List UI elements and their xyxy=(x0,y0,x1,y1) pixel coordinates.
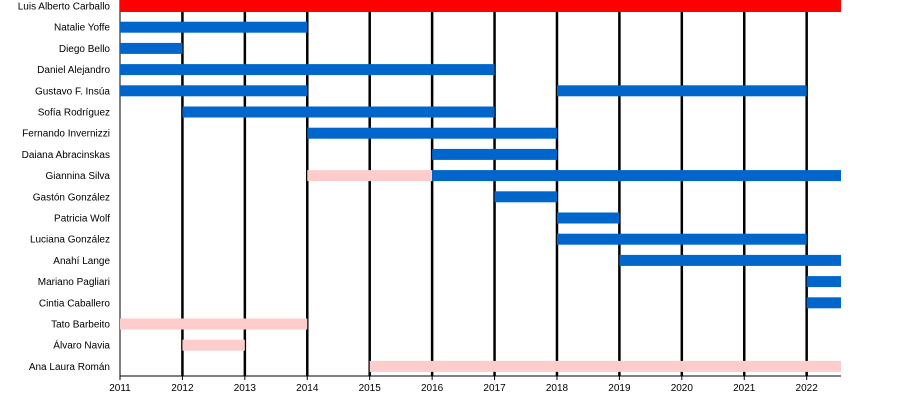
year-tick-layer: 2011 2012 2013 2014 2015 2016 2017 2018 2019 2020… xyxy=(109,376,818,394)
bar-17-0 xyxy=(369,360,841,372)
member-label-5: Sofía Rodríguez xyxy=(38,108,110,119)
tick-label-2018: 2018 xyxy=(546,383,569,394)
member-label-14: Cintia Caballero xyxy=(39,298,111,309)
member-label-15: Tato Barbeito xyxy=(51,320,110,331)
tick-label-2013: 2013 xyxy=(234,383,257,394)
tick-label-2014: 2014 xyxy=(296,383,319,394)
member-label-16: Álvaro Navia xyxy=(53,339,110,352)
tick-label-2020: 2020 xyxy=(671,383,694,394)
tick-label-2015: 2015 xyxy=(359,383,382,394)
bar-4-0 xyxy=(120,85,308,97)
bar-12-0 xyxy=(619,254,841,266)
tick-label-2017: 2017 xyxy=(483,383,506,394)
bar-14-0 xyxy=(806,297,841,309)
member-label-0: Luis Alberto Carballo xyxy=(18,2,111,13)
member-label-4: Gustavo F. Insúa xyxy=(35,86,110,97)
member-label-11: Luciana González xyxy=(30,235,110,246)
member-label-6: Fernando Invernizzi xyxy=(22,129,110,140)
tick-label-2019: 2019 xyxy=(608,383,631,394)
bar-11-0 xyxy=(556,233,807,245)
member-label-layer: Luis Alberto Carballo Natalie Yoffe Diego … xyxy=(18,2,111,373)
member-label-7: Daiana Abracinskas xyxy=(22,150,110,161)
bar-layer xyxy=(120,0,841,372)
bar-6-0 xyxy=(307,127,557,139)
tick-label-2012: 2012 xyxy=(171,383,194,394)
bar-9-0 xyxy=(494,191,557,203)
bar-1-0 xyxy=(120,21,308,33)
bar-0-0 xyxy=(120,0,841,12)
member-label-2: Diego Bello xyxy=(59,44,111,55)
member-label-8: Giannina Silva xyxy=(46,171,111,182)
bar-4-1 xyxy=(556,85,807,97)
member-label-10: Patricia Wolf xyxy=(54,214,110,225)
member-label-9: Gastón González xyxy=(33,192,110,203)
bar-16-0 xyxy=(182,339,245,351)
bar-15-0 xyxy=(120,318,308,330)
member-label-13: Mariano Pagliari xyxy=(38,277,110,288)
tick-label-2021: 2021 xyxy=(733,383,756,394)
bar-8-0 xyxy=(307,170,433,182)
member-label-12: Anahí Lange xyxy=(53,256,110,267)
bar-5-0 xyxy=(182,106,495,118)
bar-3-0 xyxy=(120,64,495,76)
member-label-3: Daniel Alejandro xyxy=(37,65,110,76)
bar-8-1 xyxy=(432,170,841,182)
bar-2-0 xyxy=(120,42,183,54)
bar-7-0 xyxy=(432,148,557,160)
tick-label-2016: 2016 xyxy=(421,383,444,394)
grid-layer xyxy=(119,0,841,377)
member-label-1: Natalie Yoffe xyxy=(54,23,110,34)
tick-label-2022: 2022 xyxy=(796,383,819,394)
bar-10-0 xyxy=(556,212,620,224)
bar-13-0 xyxy=(806,276,841,288)
tick-label-2011: 2011 xyxy=(109,383,131,394)
member-label-17: Ana Laura Román xyxy=(29,362,110,373)
